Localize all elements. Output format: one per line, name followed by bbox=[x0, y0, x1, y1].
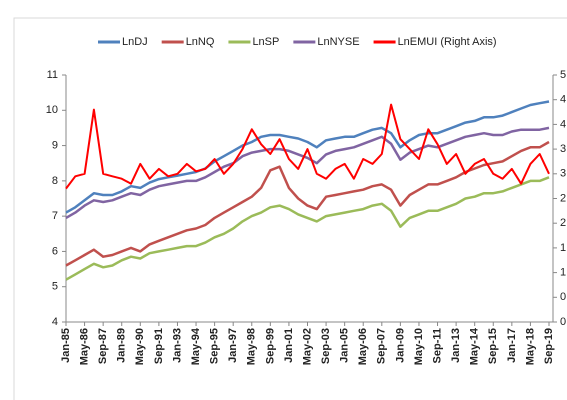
x-tick-label: Sep-15 bbox=[487, 328, 499, 364]
x-tick-label: May-14 bbox=[469, 327, 481, 365]
x-tick-label: Sep-99 bbox=[264, 328, 276, 364]
x-tick-label: May-98 bbox=[246, 328, 258, 365]
y-tick-label: 11 bbox=[47, 69, 58, 81]
y2-tick-label: 2 bbox=[560, 217, 566, 229]
x-tick-label: Jan-01 bbox=[283, 328, 295, 363]
x-tick-label: May-10 bbox=[413, 328, 425, 365]
x-tick-label: May-02 bbox=[301, 328, 313, 365]
y2-tick-label: 4 bbox=[560, 118, 566, 130]
x-tick-label: Sep-95 bbox=[209, 328, 221, 364]
x-tick-label: Jan-97 bbox=[227, 328, 239, 363]
y2-tick-label: 5 bbox=[560, 69, 566, 81]
x-tick-label: Sep-91 bbox=[153, 328, 165, 364]
x-tick-label: Jan-09 bbox=[394, 328, 406, 363]
y-tick-label: 5 bbox=[52, 281, 58, 293]
x-tick-label: Jan-85 bbox=[60, 328, 72, 363]
x-tick-label: Jan-13 bbox=[450, 328, 462, 363]
legend-item: LnSP bbox=[228, 36, 279, 48]
y2-tick-label: 1 bbox=[560, 267, 566, 279]
x-tick-label: Sep-11 bbox=[431, 328, 443, 363]
x-tick-label: Sep-19 bbox=[543, 328, 555, 364]
x-tick-label: Sep-07 bbox=[376, 328, 388, 364]
series-line bbox=[65, 103, 550, 190]
y-tick-label: 4 bbox=[52, 316, 58, 328]
y2-tick-label: 0 bbox=[560, 316, 566, 328]
legend-item: LnDJ bbox=[98, 36, 148, 48]
legend-label: LnNYSE bbox=[317, 36, 359, 48]
y2-tick-label: 3.5 bbox=[560, 143, 567, 155]
x-tick-label: Jan-17 bbox=[506, 328, 518, 363]
legend-label: LnDJ bbox=[122, 36, 148, 48]
legend-label: LnSP bbox=[252, 36, 279, 48]
legend-item: LnNQ bbox=[161, 36, 215, 48]
series-line bbox=[65, 176, 550, 281]
y-tick-label: 7 bbox=[52, 210, 58, 222]
x-tick-label: May-18 bbox=[524, 328, 536, 365]
y2-tick-label: 3 bbox=[560, 168, 566, 180]
x-tick-label: Sep-03 bbox=[320, 328, 332, 364]
x-tick-label: Jan-93 bbox=[171, 328, 183, 363]
legend-item: LnEMUI (Right Axis) bbox=[373, 36, 497, 48]
x-tick-label: Jan-89 bbox=[116, 328, 128, 363]
x-tick-label: Sep-87 bbox=[97, 328, 109, 364]
legend-item: LnNYSE bbox=[293, 36, 360, 48]
legend-label: LnNQ bbox=[186, 36, 215, 48]
y2-tick-label: 1.5 bbox=[560, 242, 567, 254]
x-tick-label: May-94 bbox=[190, 327, 202, 365]
x-tick-label: Jan-05 bbox=[339, 328, 351, 363]
y2-tick-label: 0.5 bbox=[560, 291, 567, 303]
x-tick-label: May-90 bbox=[134, 328, 146, 365]
y-tick-label: 6 bbox=[52, 245, 58, 257]
x-tick-label: May-06 bbox=[357, 328, 369, 365]
series-line bbox=[65, 126, 550, 219]
y2-tick-label: 4.5 bbox=[560, 94, 567, 106]
y-tick-label: 10 bbox=[46, 104, 58, 116]
legend-label: LnEMUI (Right Axis) bbox=[398, 36, 497, 48]
series-line bbox=[65, 100, 550, 214]
y-tick-label: 9 bbox=[52, 139, 58, 151]
x-tick-label: May-86 bbox=[78, 328, 90, 365]
y2-tick-label: 2.5 bbox=[560, 192, 567, 204]
y-tick-label: 8 bbox=[52, 175, 58, 187]
